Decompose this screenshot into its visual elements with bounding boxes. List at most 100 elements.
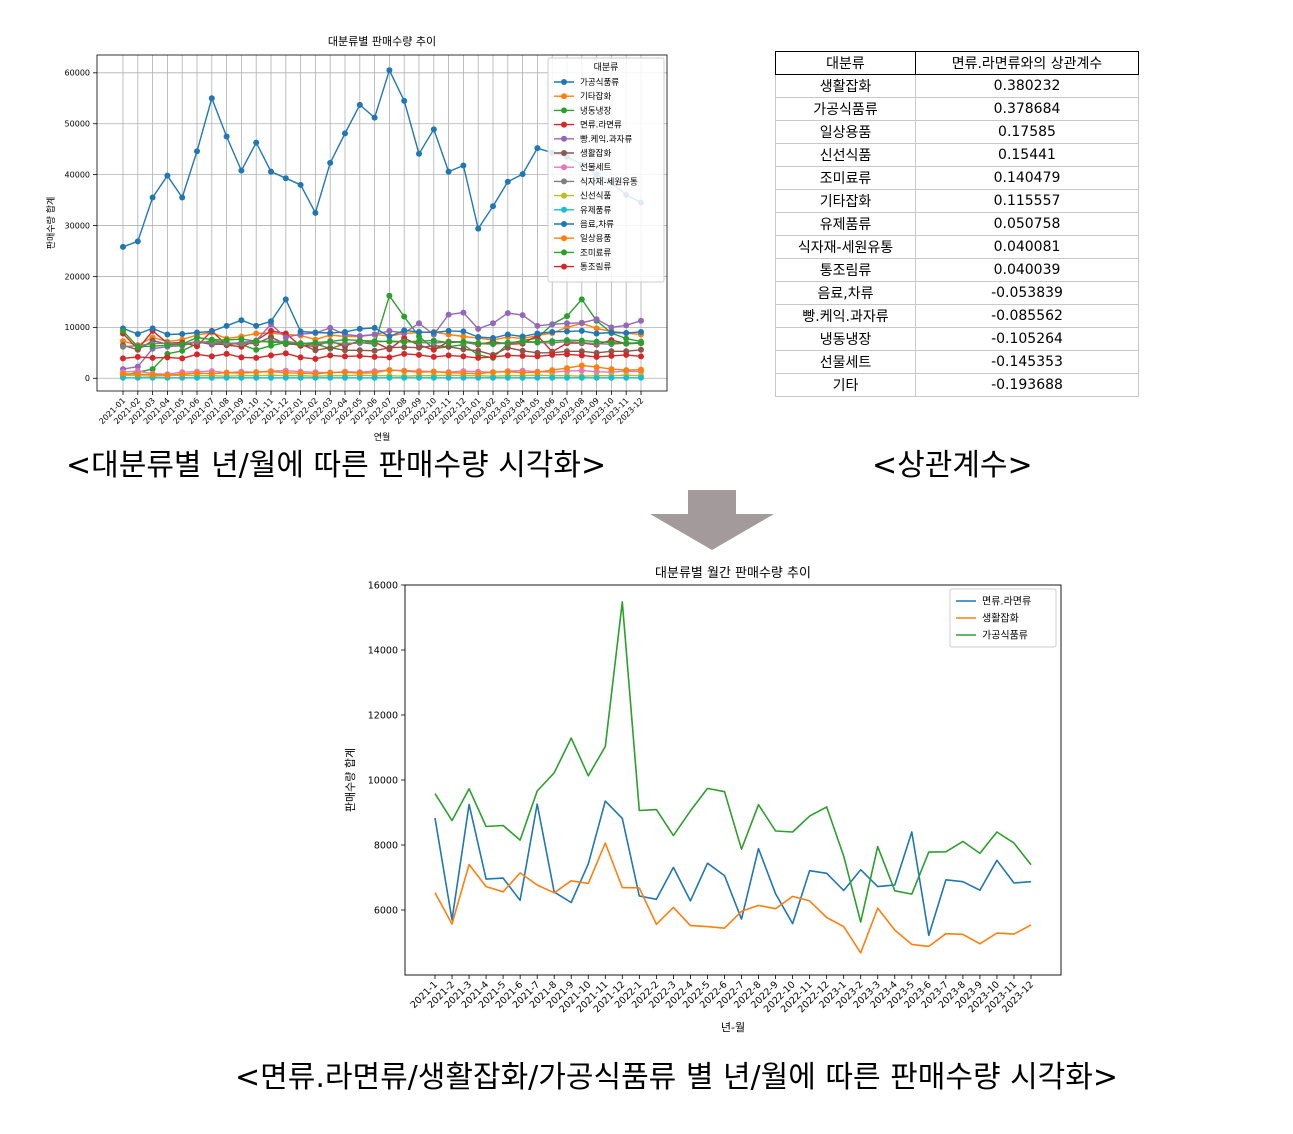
data-point bbox=[623, 329, 630, 336]
y-tick-label: 10000 bbox=[65, 323, 90, 332]
legend-marker bbox=[561, 93, 567, 100]
data-point bbox=[534, 330, 541, 337]
legend-label: 식자재-세원유통 bbox=[580, 177, 638, 187]
y-tick-label: 60000 bbox=[65, 69, 90, 78]
data-point bbox=[549, 351, 556, 358]
correlation-cell: -0.053839 bbox=[915, 281, 1139, 305]
data-point bbox=[416, 320, 422, 327]
series-line bbox=[434, 842, 1032, 954]
data-point bbox=[134, 343, 141, 350]
data-point bbox=[149, 325, 156, 332]
legend-marker bbox=[561, 121, 567, 128]
data-point bbox=[208, 336, 215, 343]
data-point bbox=[430, 374, 437, 381]
data-point bbox=[134, 371, 141, 378]
table-row: 식자재-세원유통 0.040081 bbox=[775, 235, 1139, 259]
data-point bbox=[179, 194, 186, 201]
data-point bbox=[638, 317, 644, 324]
table-row: 조미료류 0.140479 bbox=[775, 166, 1139, 190]
data-point bbox=[356, 374, 363, 381]
legend-marker bbox=[561, 107, 567, 114]
y-tick-label: 20000 bbox=[65, 272, 90, 281]
data-point bbox=[223, 374, 230, 381]
data-point bbox=[593, 330, 600, 337]
data-point bbox=[282, 369, 289, 376]
data-point bbox=[608, 324, 615, 331]
data-point bbox=[253, 338, 260, 345]
correlation-table: 대분류 면류.라면류와의 상관계수 생활잡화 0.380232 가공식품류 0.378… bbox=[775, 51, 1139, 397]
data-point bbox=[342, 374, 348, 381]
correlation-cell: -0.105264 bbox=[915, 327, 1139, 351]
data-point bbox=[564, 365, 570, 372]
data-point bbox=[327, 344, 334, 351]
data-point bbox=[149, 371, 156, 378]
data-point bbox=[386, 354, 393, 361]
monthly-sales-trend-chart: 대분류별 월간 판매수량 추이 6000 8000 10000 12000 14000 1… bbox=[344, 566, 1062, 1033]
data-point bbox=[564, 337, 570, 344]
data-point bbox=[327, 159, 334, 166]
correlation-cell: 0.040081 bbox=[915, 235, 1139, 259]
data-point bbox=[179, 330, 186, 337]
chart1-x-axis-label: 연월 bbox=[374, 431, 391, 442]
data-point bbox=[208, 370, 215, 377]
chart2-series bbox=[434, 601, 1032, 954]
data-point bbox=[460, 338, 467, 345]
legend-label: 생활잡화 bbox=[580, 148, 611, 159]
caption-top-right: <상관계수> bbox=[872, 448, 1033, 483]
table-header: 대분류 bbox=[775, 51, 916, 75]
data-point bbox=[401, 368, 408, 375]
data-point bbox=[327, 352, 334, 359]
data-point bbox=[253, 374, 260, 381]
data-point bbox=[297, 328, 304, 335]
legend-label: 가공식품류 bbox=[580, 78, 619, 88]
data-point bbox=[623, 335, 630, 342]
data-point bbox=[282, 296, 289, 303]
data-point bbox=[578, 337, 585, 344]
data-point bbox=[223, 337, 230, 344]
chart1-title: 대분류별 판매수량 추이 bbox=[328, 35, 436, 48]
data-point bbox=[149, 354, 156, 361]
correlation-cell: 0.380232 bbox=[915, 74, 1139, 98]
legend-marker bbox=[561, 135, 567, 142]
data-point bbox=[268, 352, 274, 359]
data-point bbox=[460, 333, 467, 340]
data-point bbox=[312, 329, 319, 336]
legend-marker bbox=[561, 192, 567, 199]
data-point bbox=[460, 162, 467, 169]
data-point bbox=[268, 339, 274, 346]
data-point bbox=[238, 370, 245, 377]
data-point bbox=[564, 351, 570, 358]
data-point bbox=[578, 352, 585, 359]
data-point bbox=[223, 322, 230, 329]
data-point bbox=[490, 203, 496, 210]
data-point bbox=[519, 338, 526, 345]
data-point bbox=[164, 331, 171, 338]
data-point bbox=[386, 338, 393, 345]
data-point bbox=[593, 338, 600, 345]
data-point bbox=[519, 312, 526, 319]
data-point bbox=[149, 194, 156, 201]
legend-marker bbox=[561, 79, 567, 85]
data-point bbox=[593, 364, 600, 371]
data-point bbox=[342, 336, 348, 343]
legend-marker bbox=[561, 150, 567, 156]
data-point bbox=[342, 369, 348, 376]
data-point bbox=[268, 327, 274, 334]
data-point bbox=[549, 321, 556, 328]
data-point bbox=[238, 354, 245, 361]
data-point bbox=[371, 331, 378, 338]
data-point bbox=[430, 126, 437, 133]
data-point bbox=[430, 353, 437, 360]
data-point bbox=[253, 322, 260, 329]
category-cell: 가공식품류 bbox=[775, 97, 916, 121]
data-point bbox=[164, 172, 171, 179]
data-point bbox=[356, 333, 363, 340]
data-point bbox=[475, 325, 482, 332]
table-header: 면류.라면류와의 상관계수 bbox=[915, 51, 1139, 75]
data-point bbox=[194, 329, 200, 336]
table-row: 음료,차류 -0.053839 bbox=[775, 281, 1139, 305]
table-row: 가공식품류 0.378684 bbox=[775, 97, 1139, 121]
data-point bbox=[460, 328, 467, 335]
data-point bbox=[371, 114, 378, 121]
